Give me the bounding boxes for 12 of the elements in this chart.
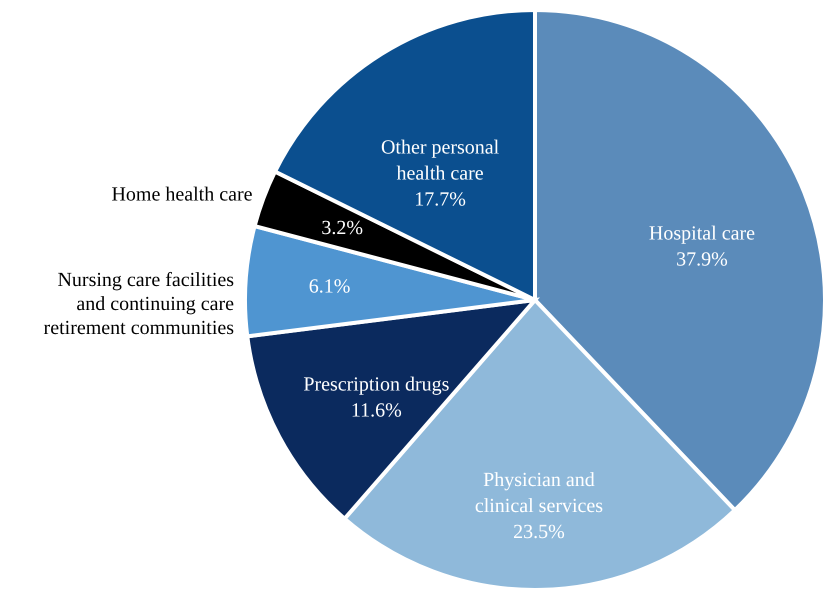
slice-label: Prescription drugs bbox=[303, 374, 450, 396]
data-label: 6.1% bbox=[308, 275, 350, 298]
data-label: 3.2% bbox=[321, 216, 363, 239]
slice-label: Home health care bbox=[111, 183, 253, 206]
data-label: 17.7% bbox=[414, 188, 466, 210]
data-label: 11.6% bbox=[350, 400, 402, 422]
data-label: 23.5% bbox=[513, 520, 565, 543]
slice-label: Other personal health care bbox=[380, 136, 500, 184]
slice-label: Nursing care facilities and continuing care retirement communities bbox=[44, 269, 234, 340]
slice-label: Hospital care bbox=[648, 222, 756, 244]
slice-label: Physician and clinical services bbox=[474, 468, 604, 517]
data-label: 37.9% bbox=[676, 248, 728, 270]
